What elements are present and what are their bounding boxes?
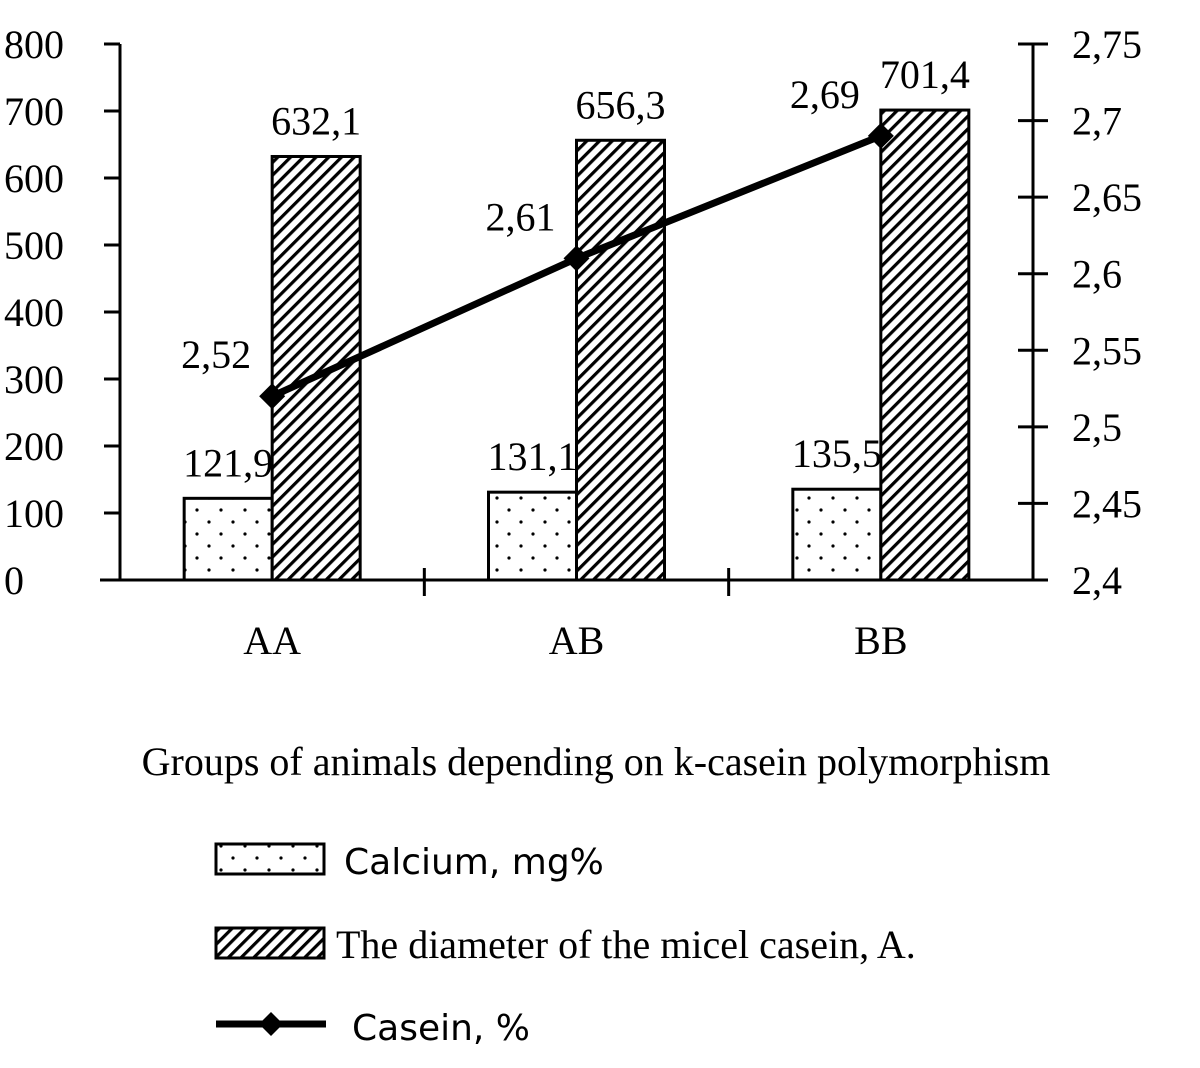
legend-label-diameter: The diameter of the micel casein, A. (336, 922, 916, 967)
diameter-bar-bb (879, 108, 971, 582)
casein-line-series (259, 122, 894, 410)
legend-item-diameter: The diameter of the micel casein, A. (214, 922, 916, 967)
right-axis-tick-label: 2,6 (1072, 252, 1122, 297)
calcium-value-label-ab: 131,1 (488, 434, 578, 479)
legend-item-casein: Casein, % (216, 1008, 530, 1049)
diameter-bar-aa (270, 154, 362, 582)
casein-marker-bb (867, 122, 894, 149)
legend-item-calcium: Calcium, mg% (214, 842, 604, 883)
right-axis-tick-label: 2,45 (1072, 481, 1142, 526)
right-axis-tick-label: 2,75 (1072, 22, 1142, 67)
left-axis-tick-label: 200 (4, 424, 64, 469)
left-axis-ticks: 0 100 200 300 400 500 600 700 800 (4, 22, 120, 603)
diameter-value-label-aa: 632,1 (271, 98, 361, 143)
casein-marker-ab (563, 245, 590, 272)
legend-marker-casein (259, 1012, 283, 1036)
casein-value-label-aa: 2,52 (181, 332, 251, 377)
left-axis-tick-label: 100 (4, 491, 64, 536)
right-axis-ticks: 2,4 2,45 2,5 2,55 2,6 2,65 2,7 2,75 (1018, 22, 1142, 603)
legend-swatch-calcium (214, 842, 326, 876)
data-labels: 121,9 632,1 131,1 656,3 135,5 701,4 2,52 2,61 2,… (181, 52, 970, 485)
left-axis-tick-label: 400 (4, 290, 64, 335)
calcium-value-label-bb: 135,5 (792, 431, 882, 476)
diameter-value-label-bb: 701,4 (880, 52, 970, 97)
diameter-bar-ab (575, 138, 666, 582)
left-axis-tick-label: 700 (4, 89, 64, 134)
left-axis-tick-label: 600 (4, 156, 64, 201)
calcium-bar-bb (791, 487, 883, 582)
legend-label-casein: Casein, % (352, 1008, 530, 1049)
x-axis-ticks: AA AB BB (243, 568, 908, 663)
calcium-bar-ab (487, 490, 578, 582)
right-axis-tick-label: 2,4 (1072, 558, 1122, 603)
calcium-value-label-aa: 121,9 (183, 440, 273, 485)
casein-value-label-bb: 2,69 (790, 72, 860, 117)
x-axis-label: Groups of animals depending on k-casein … (142, 739, 1051, 784)
left-axis-tick-label: 300 (4, 357, 64, 402)
x-axis-tick-label: AB (549, 618, 605, 663)
bars (182, 108, 971, 582)
left-axis-tick-label: 0 (4, 558, 24, 603)
legend-label-calcium: Calcium, mg% (344, 842, 604, 883)
x-axis-tick-label: AA (243, 618, 301, 663)
x-axis-tick-label: BB (854, 618, 907, 663)
right-axis-tick-label: 2,65 (1072, 175, 1142, 220)
diameter-value-label-ab: 656,3 (576, 82, 666, 127)
legend-swatch-diameter (214, 926, 326, 960)
left-axis-tick-label: 800 (4, 22, 64, 67)
right-axis-tick-label: 2,7 (1072, 99, 1122, 144)
casein-value-label-ab: 2,61 (486, 194, 556, 239)
right-axis-tick-label: 2,55 (1072, 328, 1142, 373)
casein-marker-aa (259, 383, 286, 410)
left-axis-tick-label: 500 (4, 223, 64, 268)
legend: Calcium, mg% The diameter of the micel c… (214, 842, 916, 1049)
calcium-bar-aa (182, 496, 274, 582)
right-axis-tick-label: 2,5 (1072, 405, 1122, 450)
